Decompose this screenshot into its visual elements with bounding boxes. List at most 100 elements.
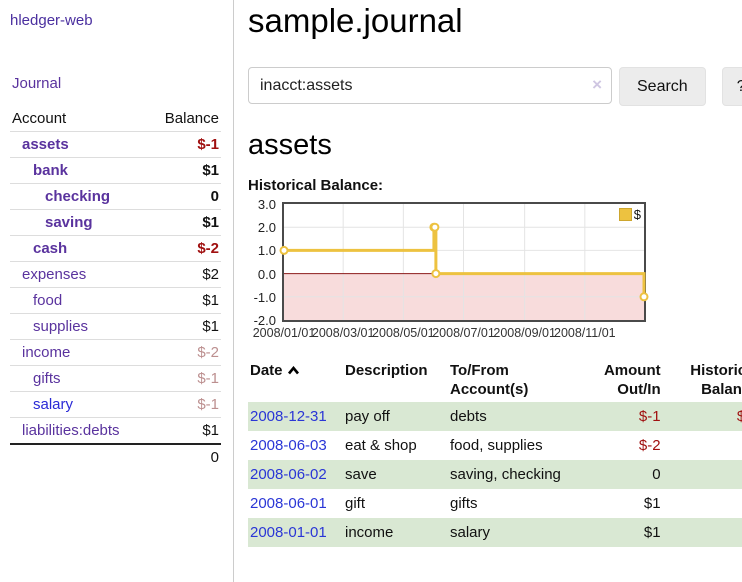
transaction-date-link[interactable]: 2008-01-01 [250,524,327,541]
y-tick-label: 0.0 [257,266,276,282]
transaction-accounts: saving, checking [450,466,561,483]
transaction-balance: $-1 [736,408,742,425]
register-col-balance: Historical Balance [690,362,742,398]
transaction-row: 2008-06-01 gift gifts $1 $2 [248,489,742,518]
transaction-balance: $2 [663,489,742,518]
x-tick-label: 2008/03/01 [311,326,375,340]
transaction-row: 2008-01-01 income salary $1 $1 [248,518,742,547]
register-col-amount: Amount Out/In [603,362,661,398]
account-link-supplies[interactable]: supplies [33,318,89,335]
account-link-bank[interactable]: bank [33,162,69,179]
search-button[interactable]: Search [619,67,706,106]
transaction-description: pay off [345,408,390,425]
transaction-description: eat & shop [345,437,417,454]
page-title: sample.journal [248,2,463,39]
legend-label: $ [633,207,641,222]
account-link-gifts[interactable]: gifts [33,370,61,387]
account-balance: $1 [202,162,219,179]
account-link-checking[interactable]: checking [45,188,111,205]
y-tick-label: 2.0 [257,220,276,236]
transaction-accounts: debts [450,408,487,425]
account-row: expenses $2 [10,261,221,288]
transaction-date-link[interactable]: 2008-12-31 [250,408,327,425]
account-heading: assets [248,129,332,161]
transaction-amount: $1 [643,524,661,541]
transaction-date-link[interactable]: 2008-06-03 [250,437,327,454]
account-link-saving[interactable]: saving [45,214,93,231]
account-link-expenses[interactable]: expenses [22,266,87,283]
account-row: gifts $-1 [10,365,221,392]
register-col-account: To/From Account(s) [450,362,529,398]
accounts-total-row: 0 [10,444,221,470]
y-tick-label: -2.0 [253,313,276,328]
account-row: salary $-1 [10,391,221,418]
register-col-description: Description [345,362,428,379]
transaction-amount: $-1 [638,408,661,425]
sidebar-item-journal[interactable]: Journal [12,75,62,92]
account-balance: $-1 [197,396,219,413]
register-table: Date Description To/From Account(s) Amou… [248,358,742,547]
transaction-accounts: food, supplies [450,437,543,454]
x-tick-label: 2008/11/01 [553,326,616,340]
accounts-total-value: 0 [210,449,219,466]
account-row: saving $1 [10,209,221,236]
account-balance: $1 [202,318,219,335]
y-tick-label: -1.0 [253,289,276,305]
legend-swatch-icon [618,208,632,221]
transaction-amount: $-2 [638,437,661,454]
y-tick-label: 3.0 [257,197,276,212]
clear-search-icon[interactable]: × [592,75,602,94]
account-row: cash $-2 [10,235,221,262]
accounts-col-account: Account [12,110,67,127]
chart-x-axis: 2008/01/01 2008/03/01 2008/05/01 2008/07/01… [248,326,648,342]
x-tick-label: 2008/05/01 [372,326,435,340]
main-content: sample.journal × Search ? assets Histori… [234,0,742,582]
x-tick-label: 2008/07/01 [432,326,495,340]
account-link-cash[interactable]: cash [33,240,68,257]
account-link-food[interactable]: food [33,292,63,309]
transaction-date-link[interactable]: 2008-06-01 [250,495,327,512]
accounts-header-row: Account Balance [10,106,221,132]
account-balance: $1 [202,292,219,309]
transaction-row: 2008-06-02 save saving, checking 0 $2 [248,460,742,489]
account-balance: $-2 [197,344,219,361]
search-box: × [248,67,612,106]
transaction-balance: 0 [663,431,742,460]
account-link-liabilities-debts[interactable]: liabilities:debts [22,422,120,439]
account-balance: $2 [202,266,219,283]
accounts-col-balance: Balance [164,110,219,127]
transaction-row: 2008-12-31 pay off debts $-1 $-1 [248,402,742,431]
search-input[interactable] [248,67,612,104]
x-tick-label: 2008/01/01 [252,326,316,340]
account-balance: $-1 [197,370,219,387]
help-button[interactable]: ? [721,67,742,106]
transaction-date-link[interactable]: 2008-06-02 [250,466,327,483]
account-balance: $-2 [197,240,219,257]
account-row: income $-2 [10,339,221,366]
register-col-date-label: Date [250,362,283,379]
chart-section-label: Historical Balance: [248,177,384,194]
transaction-amount: 0 [652,466,661,483]
account-balance: 0 [210,188,219,205]
account-row: food $1 [10,287,221,314]
register-col-date[interactable]: Date [248,358,345,402]
transaction-description: income [345,524,394,541]
sidebar: hledger-web Journal Account Balance asse… [0,0,234,582]
account-link-salary[interactable]: salary [33,396,74,413]
account-row: bank $1 [10,157,221,184]
transaction-accounts: gifts [450,495,478,512]
transaction-row: 2008-06-03 eat & shop food, supplies $-2… [248,431,742,460]
search-form: × Search ? [248,67,742,106]
account-link-income[interactable]: income [22,344,71,361]
chart-legend: $ [618,207,641,222]
y-tick-label: 1.0 [257,243,276,259]
balance-chart: 3.0 2.0 1.0 0.0 -1.0 -2.0 $ 2008/01/01 2008/03… [248,198,649,344]
transaction-description: gift [345,495,366,512]
app-title-link[interactable]: hledger-web [10,12,93,29]
account-row: supplies $1 [10,313,221,340]
account-link-assets[interactable]: assets [22,136,69,153]
account-balance: $1 [202,422,219,439]
account-row: checking 0 [10,183,221,210]
register-header-row: Date Description To/From Account(s) Amou… [248,358,742,402]
